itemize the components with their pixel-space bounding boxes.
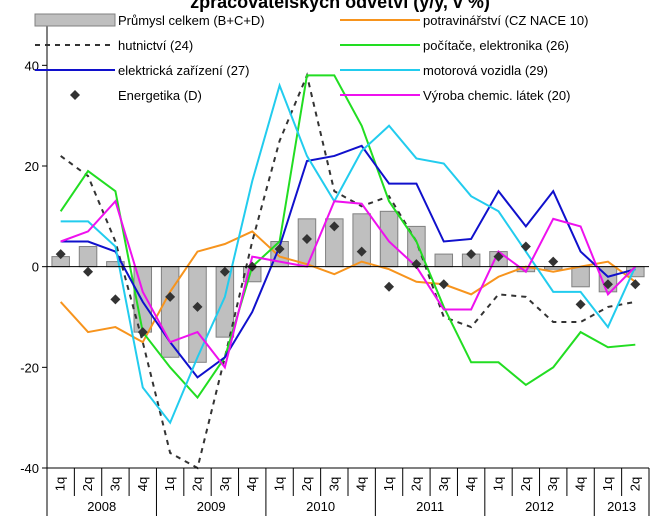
x-tick-label: 3q	[326, 477, 341, 491]
marker	[55, 249, 66, 260]
marker	[520, 241, 531, 252]
x-group-label: 2013	[607, 499, 636, 514]
bar	[571, 266, 590, 288]
x-tick-label: 4q	[354, 477, 369, 491]
x-group-label: 2008	[87, 499, 116, 514]
marker	[356, 246, 367, 257]
marker	[466, 249, 477, 260]
marker	[630, 279, 641, 290]
legend-label: počítače, elektronika (26)	[423, 38, 569, 53]
line	[60, 199, 637, 370]
legend-label: Průmysl celkem (B+C+D)	[118, 13, 265, 28]
marker	[165, 291, 176, 302]
x-group-label: 2010	[306, 499, 335, 514]
bar	[352, 213, 371, 268]
x-tick-label: 4q	[573, 477, 588, 491]
x-tick-label: 1q	[272, 477, 287, 491]
legend-swatch	[70, 90, 80, 100]
x-group-label: 2011	[416, 499, 444, 514]
marker	[329, 221, 340, 232]
y-tick-label: 20	[25, 159, 39, 174]
x-tick-label: 1q	[491, 477, 506, 491]
marker	[548, 256, 559, 267]
legend-label: potravinářství (CZ NACE 10)	[423, 13, 588, 28]
x-tick-label: 2q	[299, 477, 314, 491]
x-tick-label: 1q	[381, 477, 396, 491]
legend-label: motorová vozidla (29)	[423, 63, 548, 78]
y-tick-label: -20	[20, 360, 39, 375]
marker	[438, 279, 449, 290]
x-tick-label: 1q	[162, 477, 177, 491]
legend-label: elektrická zařízení (27)	[118, 63, 250, 78]
legend-label: Energetika (D)	[118, 88, 202, 103]
x-tick-label: 1q	[600, 477, 615, 491]
x-tick-label: 4q	[244, 477, 259, 491]
x-tick-label: 3q	[217, 477, 232, 491]
x-tick-label: 3q	[107, 477, 122, 491]
x-tick-label: 4q	[463, 477, 478, 491]
legend-label: hutnictví (24)	[118, 38, 193, 53]
x-tick-label: 3q	[545, 477, 560, 491]
marker	[493, 251, 504, 262]
x-tick-label: 2q	[627, 477, 642, 491]
y-tick-label: -40	[20, 461, 39, 476]
x-tick-label: 2q	[190, 477, 205, 491]
chart-title: zpracovatelských odvětví (y/y, v %)	[190, 0, 490, 12]
bar	[379, 210, 399, 268]
marker	[301, 233, 312, 244]
x-group-label: 2009	[197, 499, 226, 514]
x-tick-label: 2q	[518, 477, 533, 491]
marker	[192, 301, 203, 312]
marker	[137, 327, 148, 338]
legend-swatch	[34, 13, 116, 27]
line	[60, 144, 636, 379]
bar	[434, 253, 454, 268]
marker	[219, 266, 230, 277]
y-tick-label: 0	[32, 260, 39, 275]
marker	[575, 299, 586, 310]
x-tick-label: 3q	[436, 477, 451, 491]
legend-label: Výroba chemic. látek (20)	[423, 88, 570, 103]
line	[59, 74, 636, 400]
marker	[110, 294, 121, 305]
line	[60, 82, 637, 425]
line	[60, 72, 636, 470]
marker	[274, 244, 285, 255]
x-tick-label: 2q	[80, 477, 95, 491]
x-tick-label: 2q	[408, 477, 423, 491]
y-tick-label: 40	[25, 58, 39, 73]
marker	[602, 279, 613, 290]
marker	[83, 266, 94, 277]
marker	[384, 281, 395, 292]
bar	[215, 266, 235, 338]
x-tick-label: 1q	[53, 477, 68, 491]
bar	[188, 266, 207, 363]
x-group-label: 2012	[525, 499, 554, 514]
x-tick-label: 4q	[135, 477, 150, 491]
bar	[78, 246, 98, 268]
